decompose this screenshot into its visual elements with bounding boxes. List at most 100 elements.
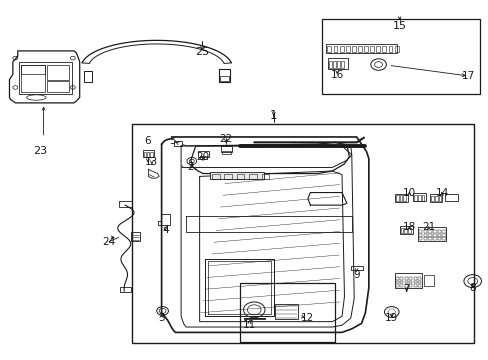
Bar [404, 277, 407, 280]
Bar [248, 174, 256, 179]
Bar [395, 195, 398, 201]
Bar [423, 275, 433, 286]
Bar [143, 150, 154, 157]
Bar [220, 76, 228, 81]
Text: 7: 7 [402, 284, 409, 294]
Bar [131, 232, 140, 241]
Bar [417, 284, 420, 287]
Bar [199, 156, 207, 159]
Text: 18: 18 [402, 222, 415, 232]
Bar [332, 61, 335, 68]
Text: 3: 3 [158, 313, 164, 323]
Bar [423, 234, 427, 237]
Bar [423, 237, 427, 240]
Bar [404, 228, 407, 233]
Bar [333, 45, 337, 52]
Bar [224, 174, 232, 179]
Bar [382, 45, 386, 52]
Bar [221, 145, 231, 152]
Bar [404, 284, 407, 287]
Bar [326, 44, 396, 53]
Bar [147, 152, 149, 157]
Text: 20: 20 [196, 152, 209, 162]
Bar [399, 195, 402, 201]
Bar [19, 62, 72, 94]
Bar [427, 234, 431, 237]
Bar [388, 45, 392, 52]
Bar [211, 174, 219, 179]
Bar [430, 196, 433, 201]
Bar [321, 19, 479, 94]
Bar [150, 152, 153, 157]
Bar [445, 194, 457, 201]
Bar [21, 65, 44, 92]
Bar [412, 193, 426, 201]
Bar [399, 281, 402, 283]
Bar [357, 45, 361, 52]
Bar [119, 201, 132, 207]
Bar [442, 237, 445, 240]
Bar [174, 141, 182, 145]
Bar [418, 237, 422, 240]
Bar [329, 61, 331, 68]
Text: 16: 16 [330, 70, 343, 80]
Bar [399, 226, 412, 234]
Bar [274, 304, 298, 319]
Bar [438, 196, 441, 201]
Bar [395, 281, 398, 283]
Bar [222, 150, 230, 154]
Bar [427, 237, 431, 240]
Bar [417, 277, 420, 280]
Bar [47, 81, 69, 92]
Text: 13: 13 [145, 157, 158, 167]
Bar [47, 65, 69, 80]
Bar [413, 277, 416, 280]
Text: 15: 15 [392, 21, 406, 31]
Bar [404, 281, 407, 283]
Text: 4: 4 [162, 225, 168, 235]
Bar [434, 196, 437, 201]
Bar [442, 230, 445, 233]
Bar [421, 195, 424, 201]
Bar [339, 45, 343, 52]
Bar [394, 273, 421, 288]
Bar [432, 237, 436, 240]
Bar [413, 284, 416, 287]
Bar [418, 234, 422, 237]
Bar [143, 152, 146, 157]
Text: 17: 17 [461, 71, 474, 81]
Bar [418, 230, 422, 233]
Bar [417, 195, 420, 201]
Bar [328, 58, 347, 69]
Bar [239, 283, 334, 342]
Bar [432, 234, 436, 237]
Bar [327, 45, 330, 52]
Bar [442, 234, 445, 237]
Bar [350, 266, 363, 270]
Bar [351, 45, 355, 52]
Bar [408, 277, 411, 280]
Bar [437, 237, 440, 240]
Bar [369, 45, 373, 52]
Bar [423, 230, 427, 233]
Bar [427, 230, 431, 233]
Bar [336, 61, 339, 68]
Bar [417, 281, 420, 283]
Bar [399, 277, 402, 280]
Bar [394, 194, 407, 202]
Bar [399, 284, 402, 287]
Text: 19: 19 [385, 313, 398, 323]
Text: 1: 1 [269, 109, 277, 122]
Bar [261, 174, 269, 179]
Bar [429, 194, 441, 202]
Bar [432, 230, 436, 233]
Bar [400, 228, 403, 233]
Bar [437, 230, 440, 233]
Bar [160, 214, 170, 225]
Text: 10: 10 [402, 188, 415, 198]
Bar [417, 226, 446, 241]
Bar [437, 234, 440, 237]
Text: 2: 2 [187, 162, 194, 172]
Bar [364, 45, 367, 52]
Text: 24: 24 [102, 237, 115, 247]
